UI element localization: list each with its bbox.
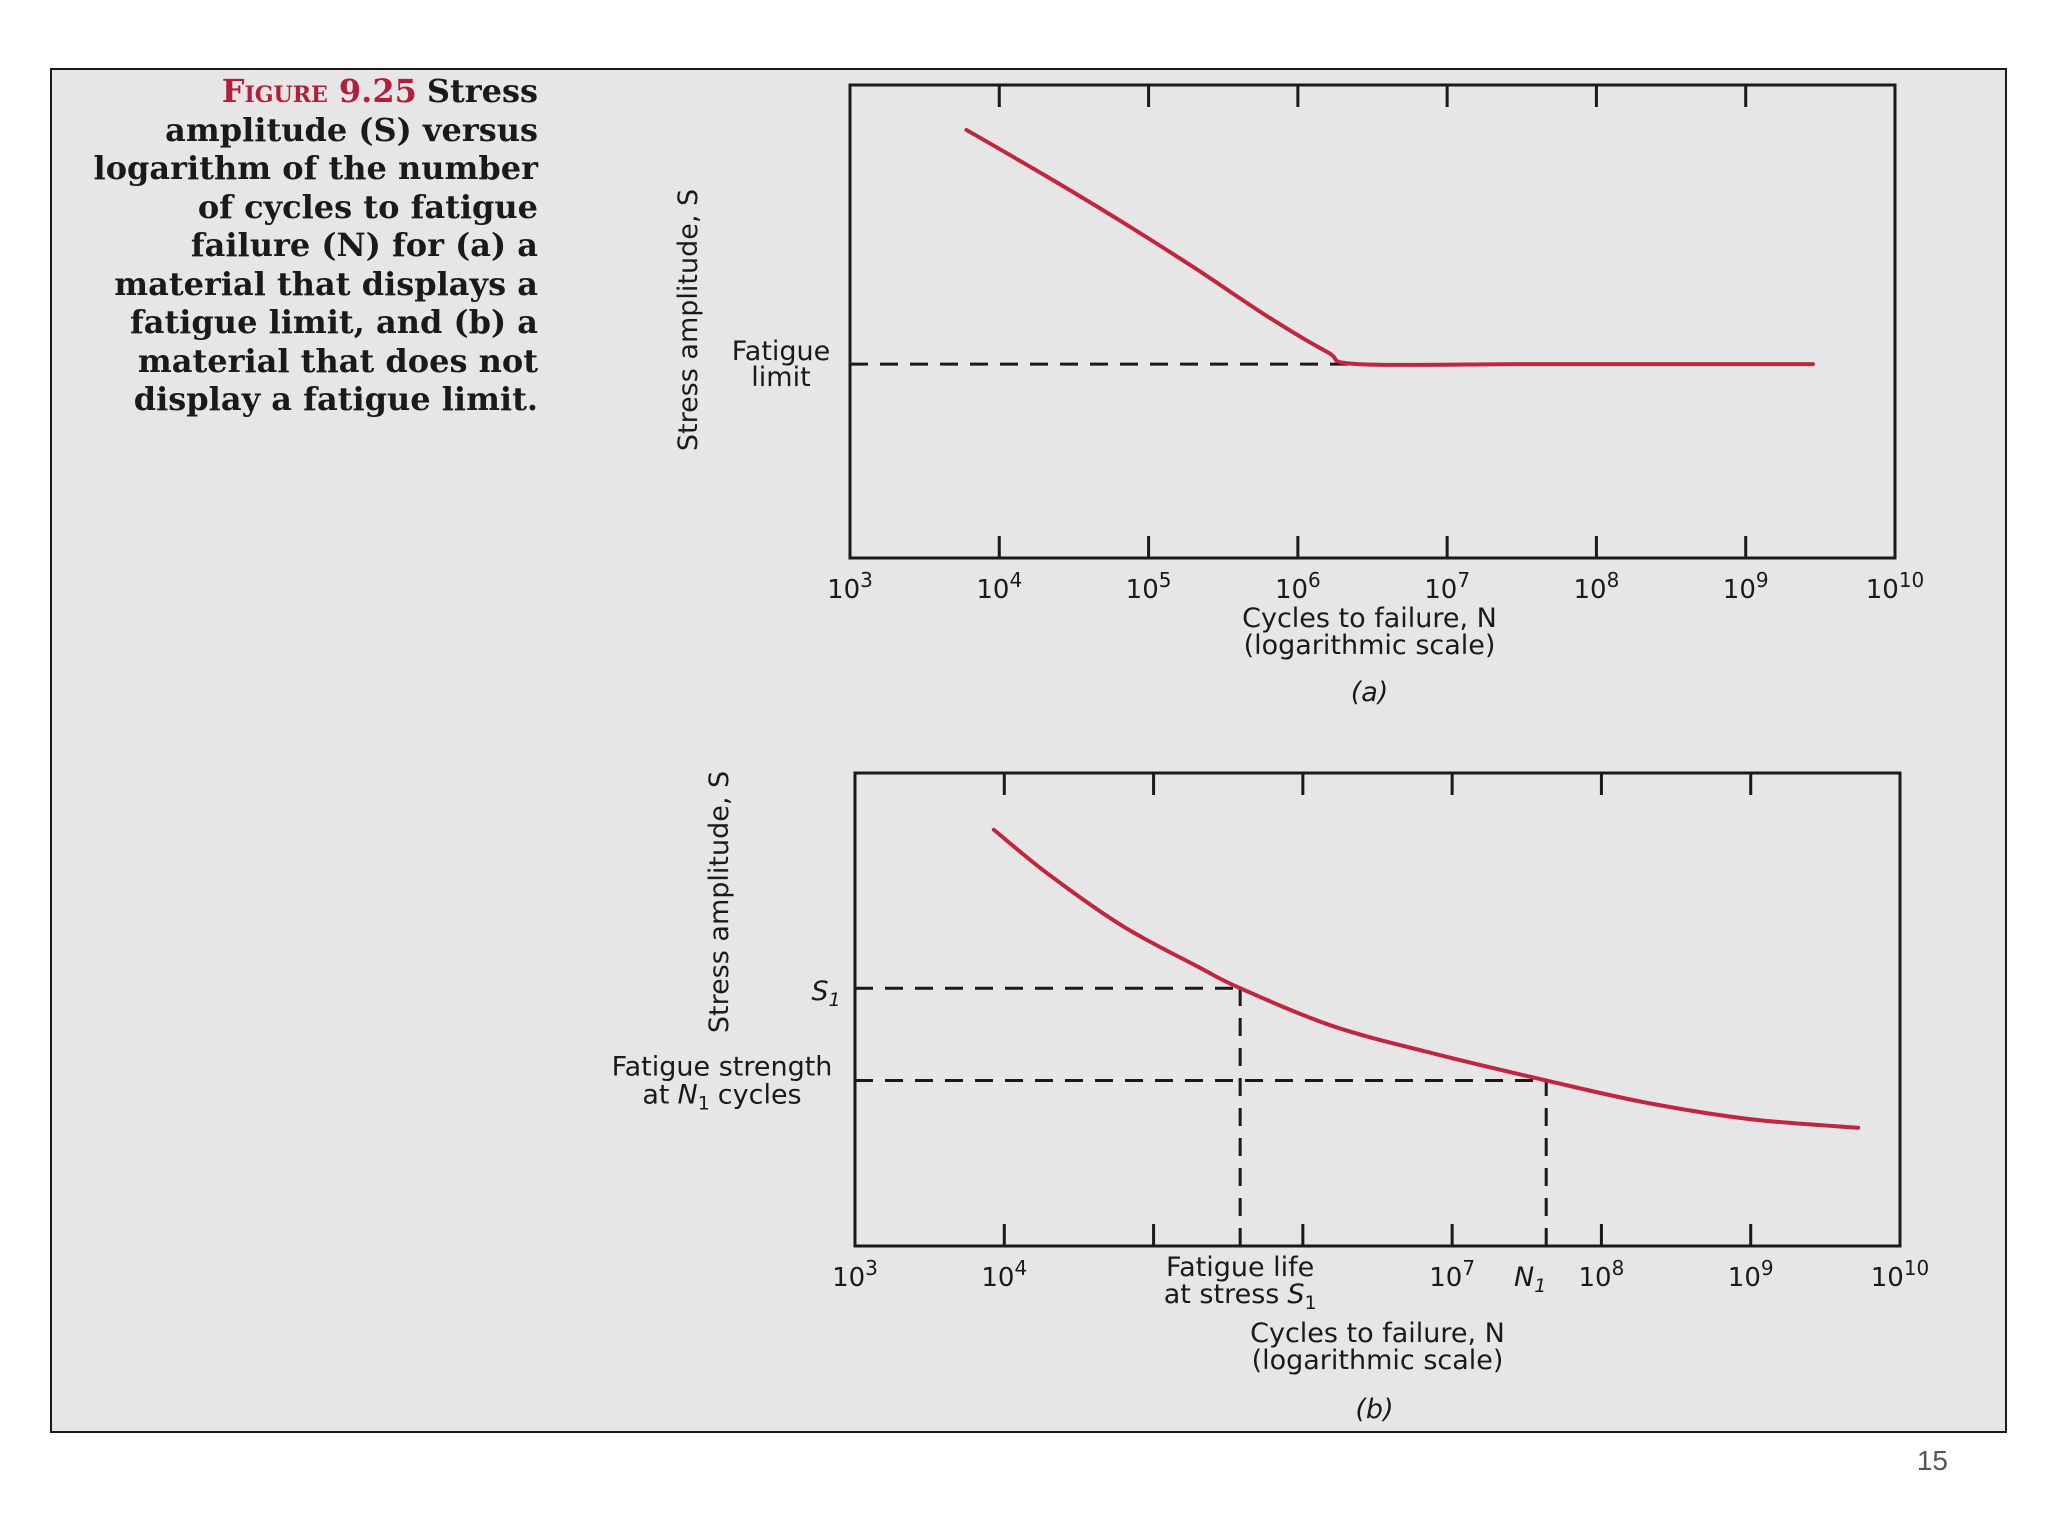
x-axis-label: Cycles to failure, N [1250, 1318, 1505, 1349]
s1-subscript: 1 [829, 989, 841, 1011]
x-tick-label: 1010 [1871, 1256, 1930, 1293]
x-tick-base: 10 [827, 575, 860, 605]
x-tick-label: 108 [1579, 1256, 1625, 1293]
x-tick-exponent: 10 [1899, 568, 1924, 592]
x-tick-exponent: 7 [1457, 568, 1470, 592]
x-tick-exponent: 7 [1462, 1256, 1475, 1280]
x-tick-exponent: 4 [1014, 1256, 1027, 1280]
x-tick-label: 106 [1275, 568, 1321, 605]
x-tick-label: 103 [832, 1256, 878, 1293]
x-tick-exponent: 3 [865, 1256, 878, 1280]
s1-symbol: S [811, 976, 828, 1007]
fatigue-life-label-line1: Fatigue life [1166, 1252, 1314, 1283]
x-tick-exponent: 3 [860, 568, 873, 592]
fatigue-life-label-line2: at stress S1 [1164, 1279, 1317, 1314]
x-tick-base: 10 [832, 1263, 865, 1293]
slide-frame [50, 68, 2007, 1433]
x-tick-base: 10 [1424, 575, 1457, 605]
sn-curve [964, 127, 1815, 367]
fatigue-life-at-stress: at stress [1164, 1279, 1280, 1310]
x-tick-exponent: 10 [1904, 1256, 1929, 1280]
fatigue-strength-cycles: cycles [718, 1079, 802, 1110]
y-axis-label: Stress amplitude, S [704, 771, 735, 1033]
x-tick-label: 1010 [1866, 568, 1925, 605]
x-tick-base: 10 [1579, 1263, 1612, 1293]
x-tick-exponent: 9 [1756, 568, 1769, 592]
x-tick-label: 104 [976, 568, 1022, 605]
x-tick-base: 10 [1866, 575, 1899, 605]
x-tick-base: 10 [981, 1263, 1014, 1293]
x-tick-exponent: 8 [1607, 568, 1620, 592]
s1-label: S1 [811, 976, 840, 1011]
fatigue-strength-n: N [677, 1079, 697, 1110]
figure-caption: Figure 9.25 Stress amplitude (S) versus l… [80, 72, 538, 419]
panel-label: (a) [1351, 677, 1389, 708]
x-axis-note: (logarithmic scale) [1244, 630, 1496, 661]
x-tick-exponent: 8 [1612, 1256, 1625, 1280]
x-tick-label: 107 [1429, 1256, 1475, 1293]
fatigue-life-s-sub: 1 [1304, 1292, 1316, 1314]
x-tick-label: 109 [1728, 1256, 1774, 1293]
x-tick-exponent: 9 [1761, 1256, 1774, 1280]
x-tick-base: 10 [1871, 1263, 1904, 1293]
fatigue-limit-label-line2: limit [751, 362, 810, 393]
fatigue-strength-n-sub: 1 [698, 1092, 710, 1114]
page-number: 15 [1916, 1445, 1948, 1476]
x-tick-label: 105 [1126, 568, 1172, 605]
panel-label: (b) [1355, 1394, 1393, 1425]
fatigue-strength-label-line1: Fatigue strength [612, 1051, 833, 1082]
x-tick-base: 10 [1275, 575, 1308, 605]
plot-frame [853, 771, 1902, 1248]
x-axis-label: Cycles to failure, N [1242, 603, 1497, 634]
x-tick-exponent: 4 [1009, 568, 1022, 592]
x-tick-base: 10 [1126, 575, 1159, 605]
x-tick-label: 107 [1424, 568, 1470, 605]
x-tick-exponent: 6 [1308, 568, 1321, 592]
x-axis-note: (logarithmic scale) [1252, 1345, 1504, 1376]
n1-subscript: 1 [1534, 1275, 1546, 1297]
figure-caption-text: Stress amplitude (S) versus logarithm of… [93, 72, 538, 418]
x-tick-label: 108 [1574, 568, 1620, 605]
fatigue-strength-label-line2: at N1 cycles [642, 1079, 801, 1114]
fatigue-strength-at: at [642, 1079, 669, 1110]
n1-symbol: N [1514, 1262, 1534, 1293]
sn-curve [991, 827, 1861, 1130]
x-tick-label: 104 [981, 1256, 1027, 1293]
x-tick-base: 10 [1728, 1263, 1761, 1293]
x-tick-exponent: 5 [1159, 568, 1172, 592]
x-tick-base: 10 [976, 575, 1009, 605]
x-tick-label: 109 [1723, 568, 1769, 605]
plot-frame [848, 83, 1897, 560]
fatigue-life-s: S [1287, 1279, 1304, 1310]
x-tick-label: 103 [827, 568, 873, 605]
y-axis-label: Stress amplitude, S [673, 189, 704, 451]
x-tick-base: 10 [1723, 575, 1756, 605]
x-tick-base: 10 [1574, 575, 1607, 605]
n1-label: N1 [1514, 1262, 1546, 1297]
fatigue-limit-label-line1: Fatigue [732, 336, 831, 367]
figure-label: Figure 9.25 [221, 72, 417, 110]
x-tick-base: 10 [1429, 1263, 1462, 1293]
